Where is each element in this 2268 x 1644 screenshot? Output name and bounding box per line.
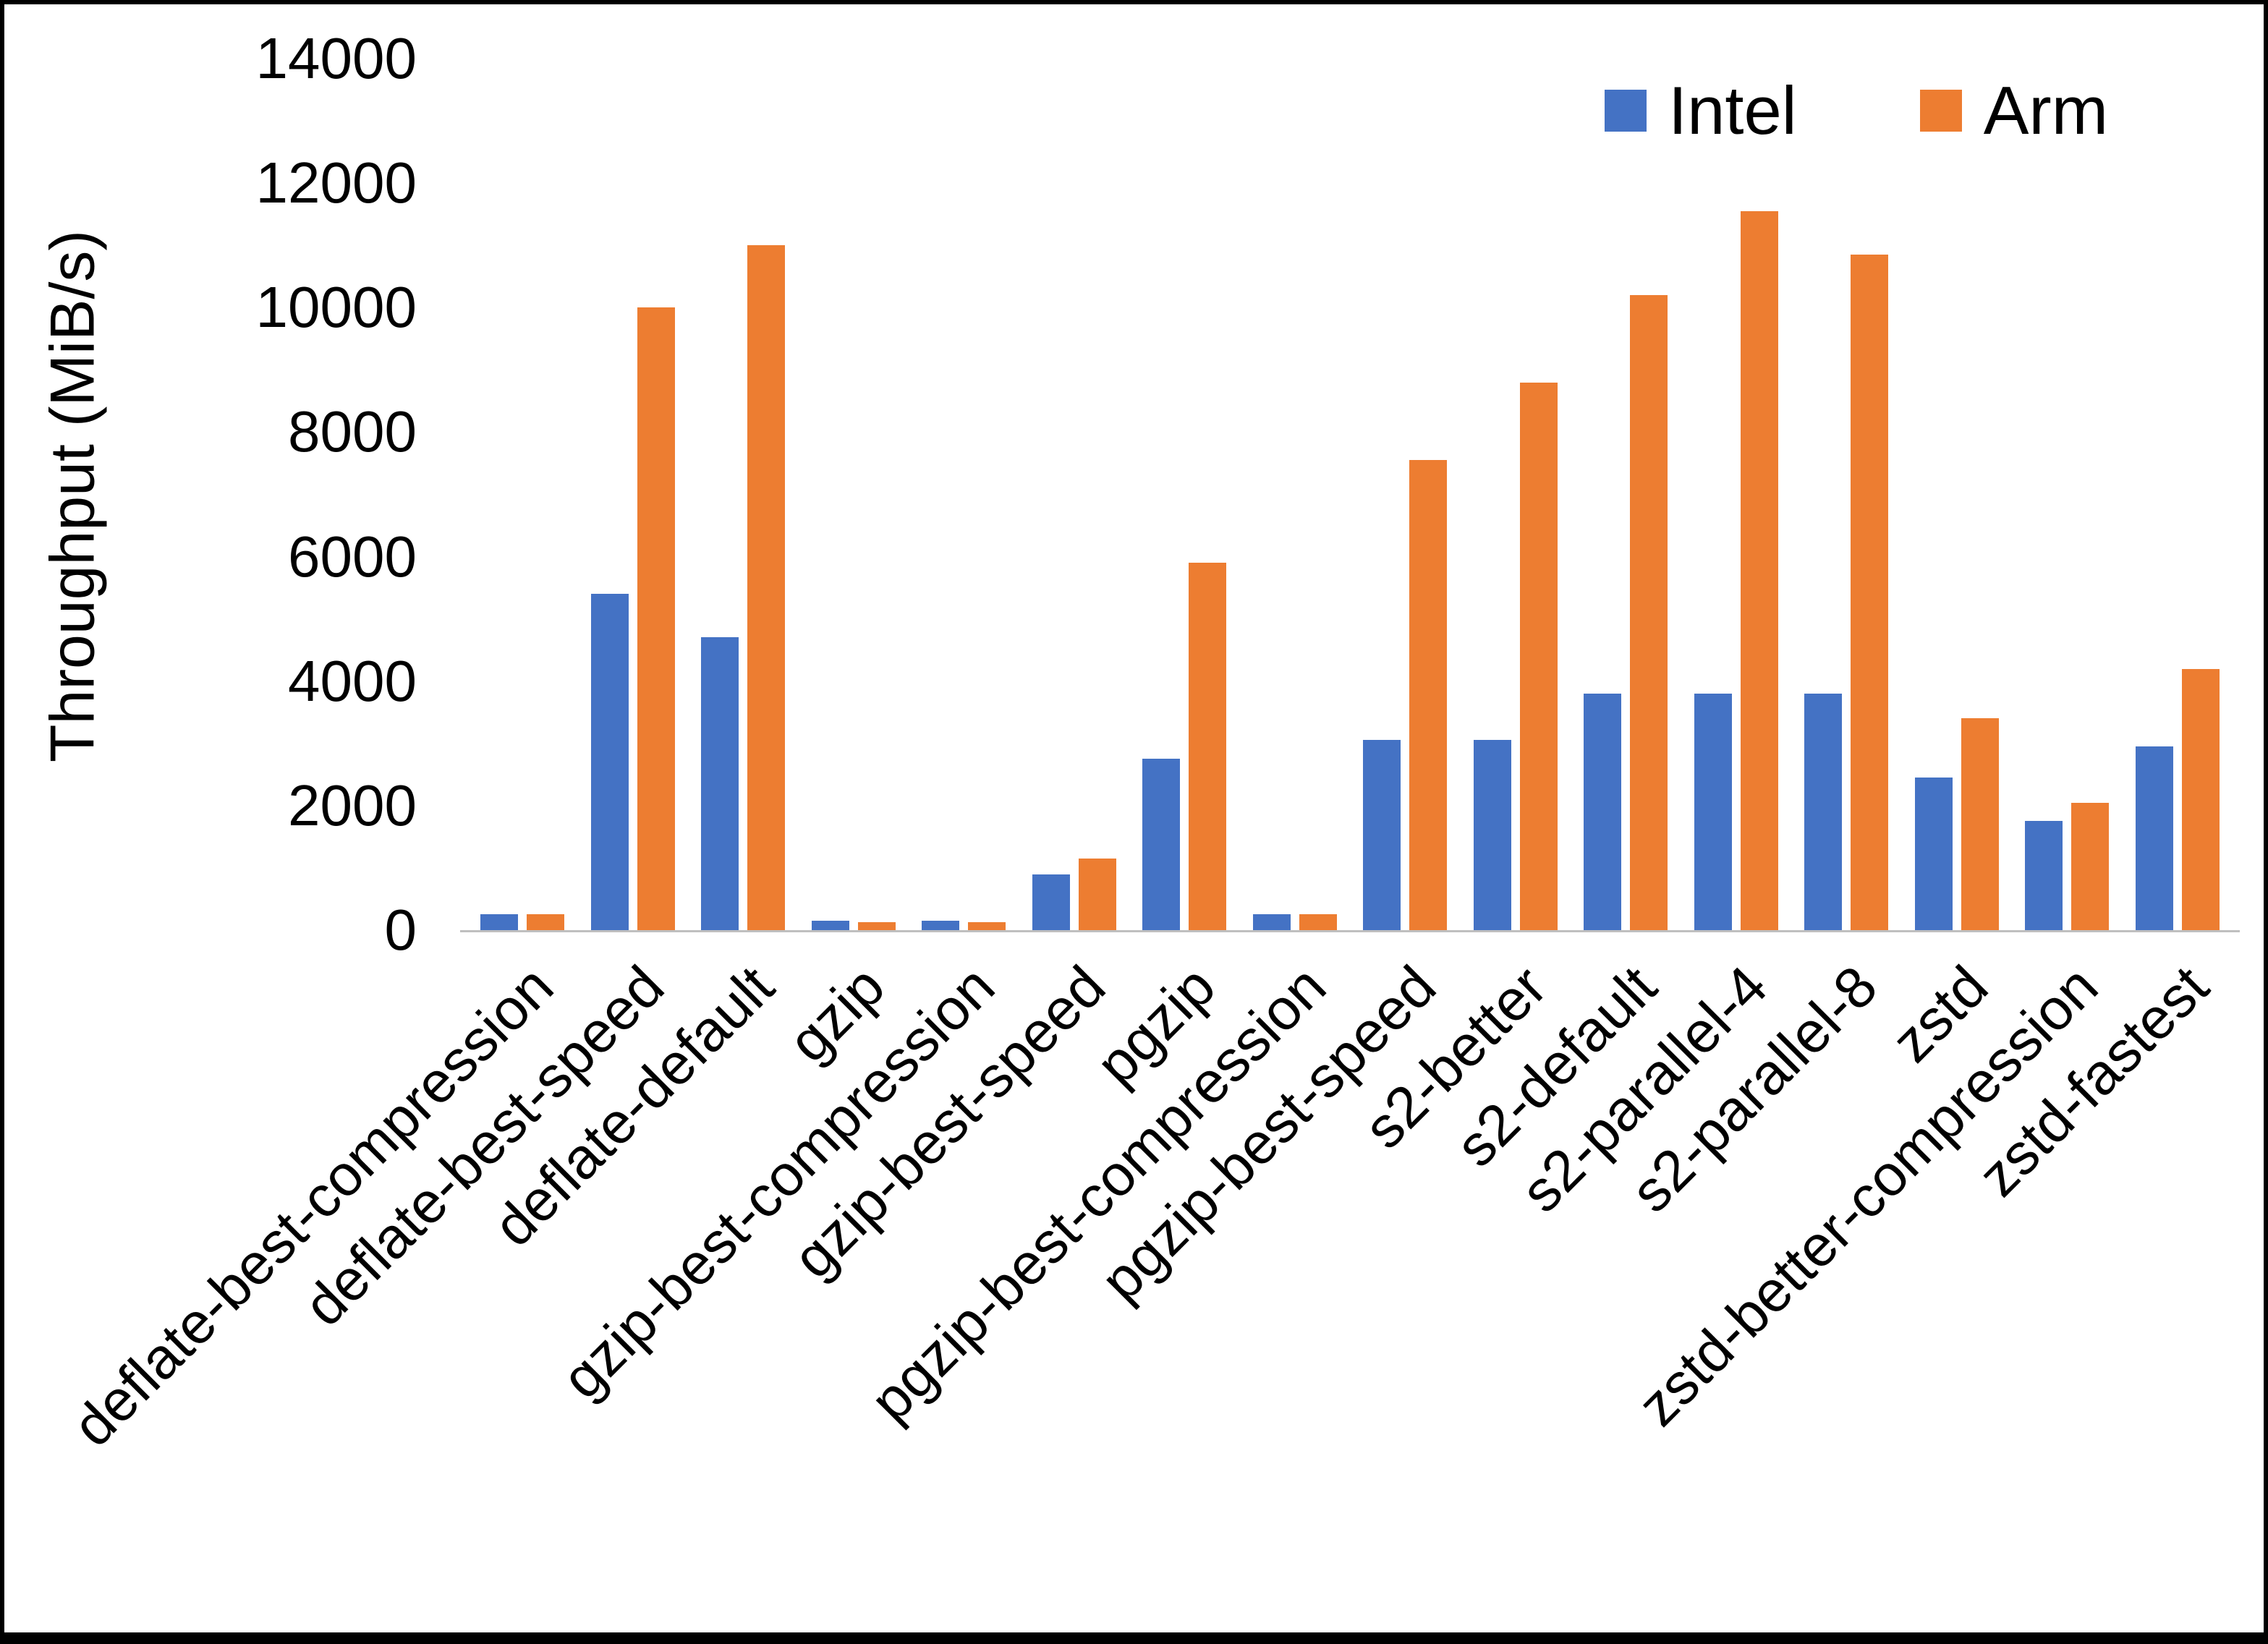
y-tick-label: 6000 (288, 524, 417, 589)
bar-arm-gzip-best-speed (1078, 859, 1116, 930)
bar-intel-zstd (1914, 778, 1953, 930)
bar-arm-pgzip-best-compression (1299, 914, 1337, 930)
x-axis-line (460, 930, 2240, 932)
y-tick-label: 8000 (288, 399, 417, 464)
bar-intel-s2-parallel-4 (1694, 693, 1732, 930)
bar-arm-zstd-fastest (2181, 668, 2220, 930)
bar-intel-gzip-best-speed (1032, 874, 1070, 930)
bar-arm-gzip-best-compression (968, 921, 1006, 930)
bar-intel-zstd-fastest (2135, 746, 2173, 930)
legend-item-intel: Intel (1605, 77, 1797, 145)
legend: Intel Arm (1605, 77, 2108, 145)
bar-intel-s2-better (1473, 740, 1511, 930)
arm-legend-swatch (1919, 90, 1962, 132)
bar-arm-s2-parallel-4 (1740, 210, 1778, 930)
bar-arm-zstd (1961, 718, 1999, 930)
bar-intel-pgzip-best-speed (1363, 740, 1401, 930)
bar-arm-zstd-better-compression (2071, 802, 2110, 930)
bar-intel-pgzip-best-compression (1252, 914, 1291, 930)
y-tick-label: 10000 (255, 275, 417, 340)
bar-arm-deflate-best-compression (527, 914, 565, 930)
bar-intel-deflate-best-compression (480, 914, 519, 930)
bar-arm-s2-default (1630, 295, 1668, 930)
bar-arm-s2-better (1519, 382, 1558, 930)
bar-arm-deflate-best-speed (637, 307, 675, 930)
bar-intel-gzip-best-compression (922, 921, 960, 930)
bar-chart: Throughput (MiB/s) Intel Arm 0 2000 4000 60… (4, 4, 2264, 1632)
bar-arm-pgzip (1189, 563, 1227, 930)
bar-intel-s2-parallel-8 (1804, 693, 1843, 930)
bar-arm-pgzip-best-speed (1409, 460, 1448, 930)
y-tick-label: 14000 (255, 26, 417, 90)
bar-intel-gzip (811, 921, 849, 930)
y-tick-label: 0 (384, 898, 417, 962)
y-tick-label: 2000 (288, 772, 417, 838)
bar-intel-deflate-best-speed (590, 594, 629, 930)
bar-intel-s2-default (1584, 693, 1622, 930)
intel-legend-label: Intel (1668, 72, 1797, 148)
arm-legend-label: Arm (1983, 72, 2108, 148)
y-tick-label: 4000 (288, 648, 417, 713)
legend-item-arm: Arm (1919, 72, 2108, 148)
bar-intel-pgzip (1142, 759, 1181, 930)
bar-arm-s2-parallel-8 (1851, 255, 1889, 930)
intel-legend-swatch (1605, 90, 1647, 132)
bar-arm-gzip (857, 921, 896, 930)
bar-intel-zstd-better-compression (2025, 821, 2063, 930)
bar-intel-deflate-default (701, 637, 739, 930)
y-tick-label: 12000 (255, 150, 417, 216)
bar-arm-deflate-default (747, 245, 786, 930)
